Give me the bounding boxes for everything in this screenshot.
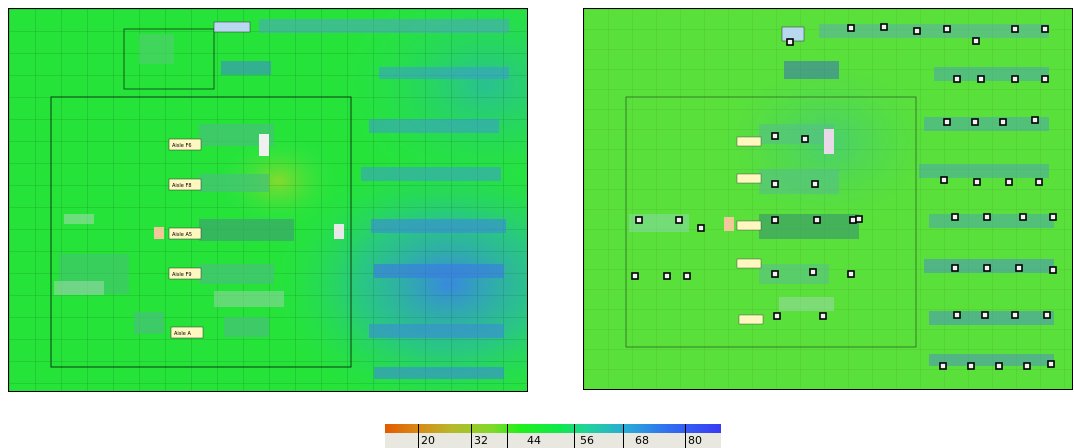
heatmap-right-canvas bbox=[584, 9, 1072, 389]
color-legend-labels bbox=[385, 433, 721, 448]
legend-tick-56 bbox=[574, 424, 575, 448]
aisle-label-3: Aisle A5 bbox=[168, 227, 202, 240]
aisle-label-4: Aisle F9 bbox=[168, 267, 202, 280]
heatmap-left: Aisle F6 Aisle F8 Aisle A5 Aisle F9 Aisl… bbox=[8, 8, 528, 392]
heatmap-left-canvas: Aisle F6 Aisle F8 Aisle A5 Aisle F9 Aisl… bbox=[9, 9, 527, 391]
svg-text:Aisle A: Aisle A bbox=[174, 331, 191, 337]
left-aisle-blocks bbox=[54, 124, 344, 337]
legend-tick-80 bbox=[685, 424, 686, 448]
svg-text:Aisle F6: Aisle F6 bbox=[172, 143, 192, 149]
left-rack-rows bbox=[221, 19, 509, 379]
svg-text:Aisle A5: Aisle A5 bbox=[172, 232, 192, 238]
access-point-markers bbox=[631, 23, 1057, 370]
legend-tick-68 bbox=[623, 424, 624, 448]
legend-tick-20 bbox=[418, 424, 419, 448]
legend-label-56: 56 bbox=[580, 434, 594, 447]
right-aisle-labels bbox=[736, 136, 764, 325]
svg-text:Aisle F9: Aisle F9 bbox=[172, 272, 192, 278]
legend-label-68: 68 bbox=[635, 434, 649, 447]
color-legend: 20 32 44 56 68 80 bbox=[385, 424, 721, 448]
aisle-label-1: Aisle F6 bbox=[168, 138, 202, 151]
legend-label-80: 80 bbox=[688, 434, 702, 447]
color-legend-gradient bbox=[385, 424, 721, 433]
heatmap-right bbox=[583, 8, 1073, 390]
aisle-label-2: Aisle F8 bbox=[168, 178, 202, 191]
legend-label-32: 32 bbox=[474, 434, 488, 447]
legend-label-44: 44 bbox=[527, 434, 541, 447]
svg-text:Aisle F8: Aisle F8 bbox=[172, 183, 192, 189]
legend-label-20: 20 bbox=[421, 434, 435, 447]
legend-tick-44 bbox=[507, 424, 508, 448]
legend-tick-32 bbox=[471, 424, 472, 448]
aisle-label-5: Aisle A bbox=[170, 326, 204, 339]
